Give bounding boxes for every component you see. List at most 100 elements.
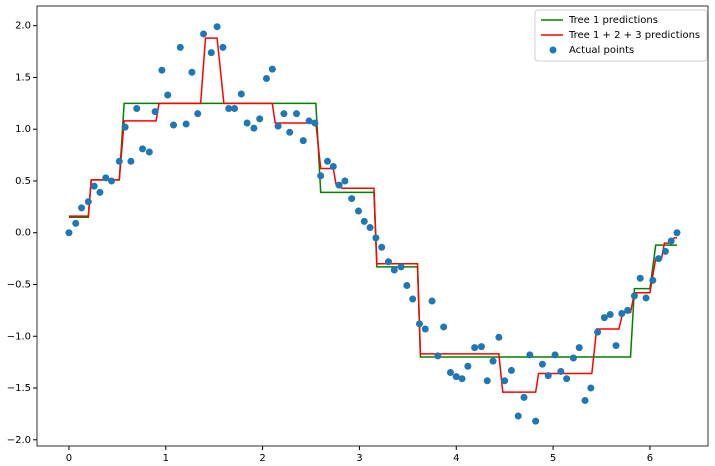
point (256, 115, 264, 123)
point (372, 234, 380, 242)
point (102, 174, 110, 182)
x-tick-label: 6 (647, 453, 653, 464)
y-tick-label: −1.5 (7, 383, 31, 394)
point (182, 120, 190, 128)
point (384, 258, 392, 266)
point (348, 195, 356, 203)
point (673, 229, 681, 237)
point (213, 23, 221, 31)
point (250, 124, 258, 132)
point (563, 375, 571, 383)
point (594, 328, 602, 336)
point (489, 357, 497, 365)
point (200, 30, 208, 38)
point (158, 66, 166, 74)
point (636, 274, 644, 282)
point (96, 188, 104, 196)
point (286, 128, 294, 136)
point (176, 43, 184, 51)
point (280, 110, 288, 118)
x-tick-label: 0 (66, 453, 72, 464)
point (501, 377, 509, 385)
point (434, 352, 442, 360)
point (624, 306, 632, 314)
point (78, 204, 86, 212)
point (170, 121, 178, 129)
point (618, 309, 626, 317)
point (329, 162, 337, 170)
y-tick-label: 1.0 (15, 124, 31, 135)
point (471, 344, 479, 352)
point (268, 65, 276, 73)
x-tick-label: 1 (163, 453, 169, 464)
point (575, 344, 583, 352)
point (299, 137, 307, 145)
legend-label: Actual points (569, 45, 634, 56)
point (557, 367, 565, 375)
point (458, 375, 466, 383)
legend-label: Tree 1 predictions (568, 15, 658, 26)
y-tick-label: −1.0 (7, 331, 31, 342)
plot-frame (36, 5, 709, 447)
point (551, 351, 559, 359)
point (600, 314, 608, 322)
point (84, 198, 92, 206)
legend-box (534, 9, 708, 62)
x-tick-label: 2 (259, 453, 265, 464)
point (642, 294, 650, 302)
point (477, 343, 485, 351)
y-tick-label: 2.0 (15, 21, 31, 32)
y-tick-label: 0.5 (15, 176, 31, 187)
point (649, 276, 657, 284)
point (274, 122, 282, 130)
legend-marker (549, 46, 557, 54)
point (520, 393, 528, 401)
point (335, 181, 343, 189)
y-tick-label: −0.5 (7, 279, 31, 290)
legend-label: Tree 1 + 2 + 3 predictions (568, 30, 700, 41)
point (341, 177, 349, 185)
point (225, 104, 233, 112)
point (446, 368, 454, 376)
x-tick-label: 5 (550, 453, 556, 464)
point (569, 354, 577, 362)
point (655, 255, 663, 263)
point (292, 110, 300, 118)
point (507, 366, 515, 374)
point (231, 104, 239, 112)
point (145, 148, 153, 156)
point (219, 43, 227, 51)
point (133, 104, 141, 112)
x-tick-label: 4 (453, 453, 459, 464)
point (366, 224, 374, 232)
point (207, 49, 215, 57)
point (311, 119, 319, 127)
y-tick-label: −2.0 (7, 435, 31, 446)
point (360, 217, 368, 225)
y-tick-label: 1.5 (15, 72, 31, 83)
point (115, 157, 123, 165)
point (464, 362, 472, 370)
point (139, 145, 147, 153)
point (354, 207, 362, 215)
x-tick-label: 3 (356, 453, 362, 464)
point (421, 325, 429, 333)
point (630, 292, 638, 300)
point (90, 182, 98, 190)
point (440, 323, 448, 331)
point (661, 247, 669, 255)
point (108, 177, 116, 185)
point (532, 417, 540, 425)
point (409, 295, 417, 303)
point (428, 297, 436, 305)
line (68, 102, 678, 358)
y-tick-label: 0.0 (15, 228, 31, 239)
point (587, 384, 595, 392)
point (403, 282, 411, 290)
point (65, 229, 73, 237)
point (581, 396, 589, 404)
point (317, 172, 325, 180)
point (323, 157, 331, 165)
point (237, 90, 245, 98)
